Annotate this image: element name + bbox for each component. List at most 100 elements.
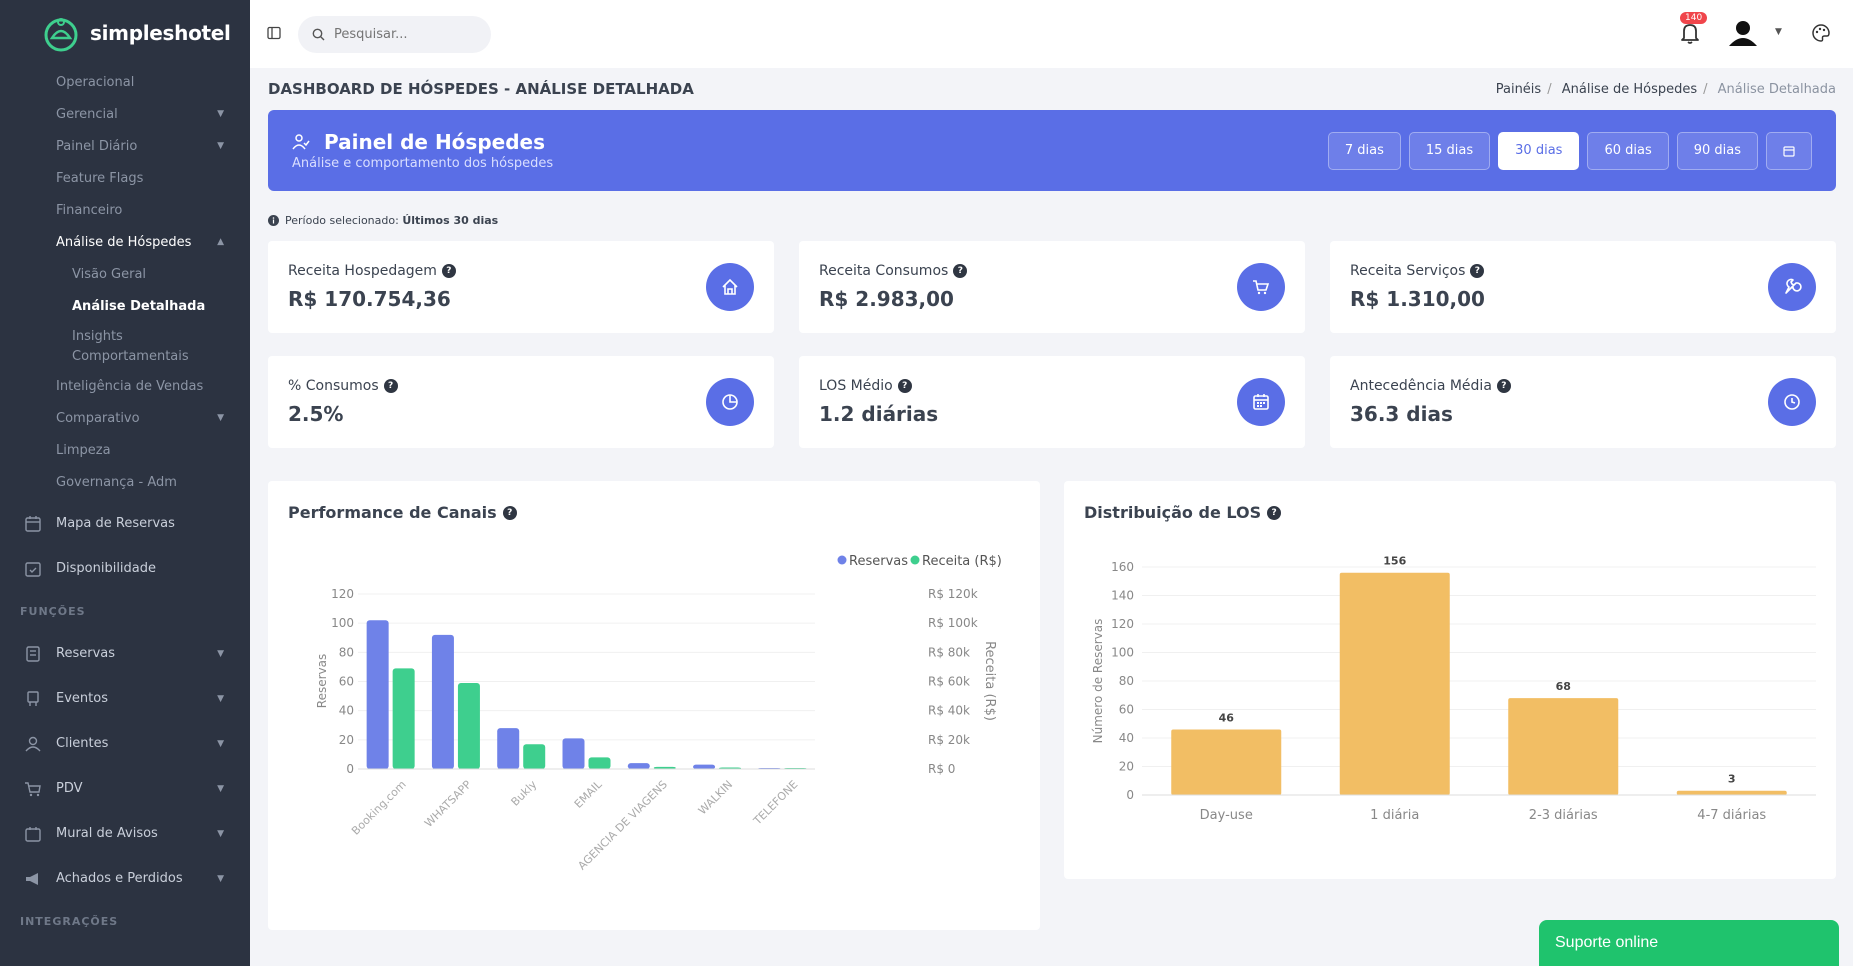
y-tick-label: 160 [1111, 560, 1134, 574]
sidebar-item[interactable]: Clientes ▼ [0, 721, 250, 766]
los-distribution-card: Distribuição de LOS? 0 20 40 60 80 100 120 140 1… [1064, 481, 1836, 879]
y-tick-label: 60 [339, 675, 354, 689]
period-button[interactable]: 90 dias [1676, 131, 1758, 170]
period-button[interactable]: 60 dias [1587, 131, 1669, 170]
sidebar-item[interactable]: Comparativo ▼ [0, 402, 250, 434]
kpi-card: Receita Hospedagem? R$ 170.754,36 [268, 241, 774, 333]
y-tick-label: 100 [1111, 646, 1134, 660]
megaphone-icon [26, 872, 38, 885]
chevron-down-icon: ▼ [217, 738, 224, 749]
sidebar-item[interactable]: Mapa de Reservas [0, 501, 250, 546]
breadcrumb-item[interactable]: Painéis [1495, 81, 1542, 97]
palette-icon[interactable] [1811, 23, 1831, 43]
pie-chart-icon [722, 394, 738, 410]
bell-icon[interactable] [1677, 20, 1703, 46]
sidebar: simpleshotel Operacional Gerencial ▼ Painel… [0, 0, 250, 966]
events-icon [27, 690, 39, 706]
sidebar-item[interactable]: Operacional [0, 66, 250, 98]
kpi-value: 36.3 dias [1350, 402, 1453, 426]
sidebar-item[interactable]: Financeiro [0, 194, 250, 226]
period-button[interactable]: 15 dias [1408, 131, 1491, 170]
bar-los[interactable] [1339, 572, 1450, 795]
sidebar-item[interactable]: Mural de Avisos ▼ [0, 811, 250, 856]
bar-reservas[interactable] [627, 763, 650, 769]
brand-logo[interactable]: simpleshotel [0, 0, 250, 66]
bar-reservas[interactable] [562, 738, 585, 769]
support-online-button[interactable]: Suporte online [1539, 920, 1839, 966]
period-button[interactable]: 30 dias [1498, 131, 1580, 170]
bar-los[interactable] [1508, 698, 1619, 795]
date-range-button[interactable] [1766, 131, 1812, 170]
search-box[interactable] [298, 16, 491, 53]
chevron-down-icon: ▼ [217, 648, 224, 659]
sidebar-item[interactable]: Achados e Perdidos ▼ [0, 856, 250, 901]
bar-reservas[interactable] [693, 764, 716, 769]
bar-receita[interactable] [588, 757, 611, 769]
clock-icon [1784, 394, 1800, 410]
sidebar-item[interactable]: Governança - Adm [0, 466, 250, 498]
sidebar-item-label: Gerencial [56, 106, 118, 122]
topbar: 140 ▼ [250, 0, 1853, 68]
page-title: DASHBOARD DE HÓSPEDES - ANÁLISE DETALHAD… [268, 80, 694, 98]
bar-reservas[interactable] [366, 620, 389, 769]
sidebar-item[interactable]: Análise de Hóspedes ▲ [0, 226, 250, 258]
sidebar-item[interactable]: Painel Diário ▼ [0, 130, 250, 162]
kpi-icon-badge [1237, 263, 1285, 311]
section-integracoes: INTEGRAÇÕES [20, 914, 119, 928]
help-icon[interactable]: ? [502, 505, 517, 520]
sidebar-item[interactable]: Inteligência de Vendas [0, 370, 250, 402]
search-input[interactable] [334, 27, 484, 42]
bar-receita[interactable] [523, 744, 546, 769]
bar-receita[interactable] [392, 668, 415, 769]
help-icon[interactable]: ? [1496, 379, 1511, 393]
data-label: 3 [1728, 773, 1736, 786]
y-tick-label: 140 [1111, 589, 1134, 603]
calendar-check-icon [25, 561, 41, 577]
bar-receita[interactable] [653, 766, 676, 769]
sidebar-subitem[interactable]: Insights Comportamentais [0, 322, 200, 370]
chevron-down-icon: ▼ [217, 873, 224, 884]
sidebar-item[interactable]: Gerencial ▼ [0, 98, 250, 130]
sidebar-item-label: Inteligência de Vendas [56, 378, 204, 394]
bar-los[interactable] [1171, 729, 1282, 795]
help-icon[interactable]: ? [897, 379, 912, 393]
breadcrumb-item[interactable]: Análise de Hóspedes [1561, 81, 1698, 97]
y-right-tick-label: R$ 20k [928, 733, 970, 747]
sidebar-item-label: Disponibilidade [56, 561, 157, 576]
help-icon[interactable]: ? [953, 264, 968, 278]
los-distribution-chart: 0 20 40 60 80 100 120 140 160 Número de Reservas 4… [1091, 555, 1816, 823]
bar-reservas[interactable] [497, 728, 520, 769]
help-icon[interactable]: ? [441, 264, 456, 278]
help-icon[interactable]: ? [1267, 505, 1282, 520]
sidebar-item[interactable]: Reservas ▼ [0, 631, 250, 676]
y-right-tick-label: R$ 120k [928, 587, 978, 601]
sidebar-subitem[interactable]: Visão Geral [0, 258, 250, 290]
sidebar-item[interactable]: Eventos ▼ [0, 676, 250, 721]
sidebar-item[interactable]: Disponibilidade [0, 546, 250, 591]
bar-receita[interactable] [457, 682, 480, 769]
kpi-label: % Consumos [288, 378, 379, 394]
chevron-down-icon: ▼ [217, 828, 224, 839]
help-icon[interactable]: ? [383, 379, 398, 393]
sidebar-item[interactable]: Feature Flags [0, 162, 250, 194]
avatar[interactable] [1726, 16, 1760, 50]
y-tick-label: 100 [331, 616, 354, 630]
help-icon[interactable]: ? [1470, 264, 1485, 278]
sidebar-subitem[interactable]: Análise Detalhada [0, 290, 250, 322]
bell-service-icon [44, 18, 78, 52]
sidebar-item[interactable]: PDV ▼ [0, 766, 250, 811]
sidebar-item-label: Achados e Perdidos [56, 871, 183, 886]
y-right-tick-label: R$ 80k [928, 645, 970, 659]
chevron-down-icon[interactable]: ▼ [1775, 27, 1782, 37]
sidebar-item-label: Mural de Avisos [56, 826, 158, 841]
kpi-icon-badge [1768, 378, 1816, 426]
bar-reservas[interactable] [431, 634, 454, 769]
banner-title: Painel de Hóspedes [324, 130, 545, 154]
channel-performance-card: Performance de Canais? 0 20 40 60 80 100 120 R$… [268, 481, 1040, 930]
y-tick-label: 60 [1119, 703, 1134, 717]
period-button[interactable]: 7 dias [1327, 131, 1401, 170]
y-tick-label: 80 [339, 645, 354, 659]
sidebar-item[interactable]: Limpeza [0, 434, 250, 466]
bar-los[interactable] [1676, 790, 1787, 795]
sidebar-toggle-icon[interactable] [267, 26, 281, 40]
